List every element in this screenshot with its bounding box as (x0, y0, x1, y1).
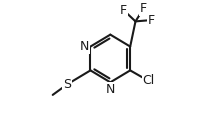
Text: Cl: Cl (143, 75, 155, 87)
Text: N: N (80, 40, 89, 53)
Text: F: F (120, 4, 127, 17)
Text: F: F (140, 2, 147, 15)
Text: N: N (106, 83, 115, 96)
Text: F: F (148, 14, 155, 26)
Text: S: S (63, 78, 71, 91)
